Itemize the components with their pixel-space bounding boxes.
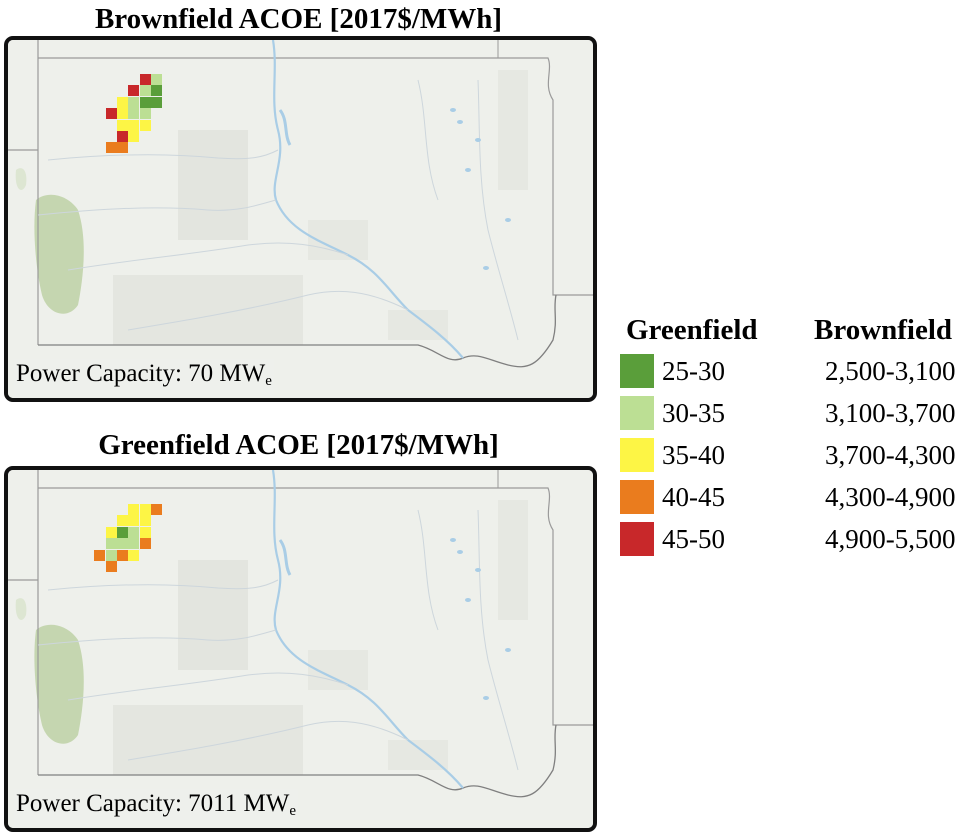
acoe-cell	[140, 504, 151, 515]
acoe-cell	[151, 504, 162, 515]
legend-brownfield-range: 2,500-3,100	[825, 356, 956, 386]
legend-brownfield-range: 4,300-4,900	[825, 482, 956, 512]
panel-title-greenfield: Greenfield ACOE [2017$/MWh]	[98, 429, 499, 461]
legend-swatch	[620, 480, 654, 514]
acoe-cell	[151, 74, 162, 85]
acoe-cell	[128, 97, 139, 108]
legend-greenfield-range: 30-35	[662, 398, 725, 428]
acoe-cell	[128, 131, 139, 142]
acoe-cell	[128, 538, 139, 549]
legend-header-greenfield: Greenfield	[626, 314, 758, 346]
map-greenfield[interactable]: Power Capacity: 7011 MWe	[4, 466, 597, 832]
legend-header-brownfield: Brownfield	[814, 314, 953, 346]
acoe-cell	[140, 108, 151, 119]
acoe-cell	[106, 108, 117, 119]
acoe-cell	[140, 120, 151, 131]
acoe-cell	[140, 515, 151, 526]
acoe-cell	[106, 561, 117, 572]
acoe-cell	[117, 527, 128, 538]
legend-row: 45-50 4,900-5,500	[620, 522, 979, 556]
acoe-cell	[106, 527, 117, 538]
legend-greenfield-range: 35-40	[662, 440, 725, 470]
acoe-cell	[117, 538, 128, 549]
acoe-cells	[94, 504, 162, 572]
legend-row: 35-40 3,700-4,300	[620, 438, 979, 472]
legend-swatch	[620, 522, 654, 556]
acoe-cell	[128, 515, 139, 526]
legend-row: 30-35 3,100-3,700	[620, 396, 979, 430]
acoe-cell	[128, 527, 139, 538]
acoe-cell	[117, 120, 128, 131]
acoe-cell	[140, 74, 151, 85]
acoe-cell	[106, 538, 117, 549]
acoe-cell	[106, 142, 117, 153]
acoe-cell	[128, 550, 139, 561]
panel-title-brownfield: Brownfield ACOE [2017$/MWh]	[94, 3, 503, 35]
acoe-cells	[106, 74, 162, 153]
acoe-cell	[117, 131, 128, 142]
acoe-cell	[106, 550, 117, 561]
legend-row: 25-30 2,500-3,100	[620, 354, 979, 388]
basemap-greenfield	[8, 470, 593, 828]
legend-brownfield-range: 3,700-4,300	[825, 440, 956, 470]
map-brownfield[interactable]: Power Capacity: 70 MWe	[4, 36, 597, 402]
legend-greenfield-range: 40-45	[662, 482, 725, 512]
acoe-cell	[117, 97, 128, 108]
acoe-cell	[151, 85, 162, 96]
capacity-label-greenfield: Power Capacity: 7011 MWe	[14, 789, 298, 826]
acoe-cell	[140, 85, 151, 96]
legend-swatch	[620, 354, 654, 388]
legend: Greenfield Brownfield 25-30 2,500-3,100 …	[608, 312, 979, 562]
legend-swatch	[620, 438, 654, 472]
capacity-label-brownfield: Power Capacity: 70 MWe	[14, 359, 274, 396]
acoe-cell	[117, 142, 128, 153]
acoe-cell	[140, 527, 151, 538]
acoe-cell	[117, 550, 128, 561]
acoe-cell	[140, 538, 151, 549]
legend-greenfield-range: 25-30	[662, 356, 725, 386]
acoe-cell	[140, 97, 151, 108]
legend-greenfield-range: 45-50	[662, 524, 725, 554]
acoe-cell	[128, 108, 139, 119]
acoe-cell	[151, 97, 162, 108]
legend-swatch	[620, 396, 654, 430]
acoe-cell	[128, 120, 139, 131]
basemap-brownfield	[8, 40, 593, 398]
acoe-cell	[117, 108, 128, 119]
legend-row: 40-45 4,300-4,900	[620, 480, 979, 514]
legend-brownfield-range: 3,100-3,700	[825, 398, 956, 428]
acoe-cell	[128, 85, 139, 96]
acoe-cell	[94, 550, 105, 561]
acoe-cell	[117, 515, 128, 526]
legend-brownfield-range: 4,900-5,500	[825, 524, 956, 554]
acoe-cell	[128, 504, 139, 515]
